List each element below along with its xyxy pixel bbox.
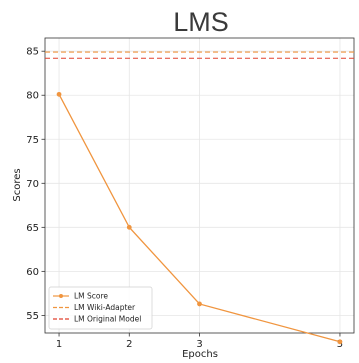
data-point (337, 339, 343, 345)
y-tick-label: 55 (26, 311, 39, 322)
x-axis-label: Epochs (182, 349, 218, 360)
data-point (197, 301, 202, 307)
y-tick-label: 65 (26, 223, 39, 234)
y-tick-label: 70 (26, 179, 39, 190)
x-tick-label: 5 (337, 339, 343, 350)
chart-title: LMS (173, 7, 229, 37)
y-tick-label: 75 (26, 135, 39, 146)
legend-label: LM Score (74, 292, 108, 301)
x-tick-label: 2 (126, 339, 132, 350)
legend: LM Score LM Wiki-Adapter LM Original Model (48, 286, 153, 330)
x-tick-label: 1 (56, 339, 62, 350)
x-tick-label: 3 (196, 339, 202, 350)
data-point (126, 224, 132, 230)
grid (45, 38, 354, 333)
legend-box (48, 286, 153, 330)
legend-marker (59, 294, 63, 298)
legend-label: LM Original Model (74, 315, 141, 324)
legend-label: LM Wiki-Adapter (74, 303, 136, 312)
y-tick-label: 85 (26, 47, 39, 58)
series-line-lm-score (58, 94, 341, 343)
series-layer (45, 51, 354, 345)
y-tick-label: 80 (26, 91, 39, 102)
data-point (56, 91, 62, 97)
y-axis-label: Scores (12, 168, 23, 201)
y-tick-label: 60 (26, 267, 39, 278)
